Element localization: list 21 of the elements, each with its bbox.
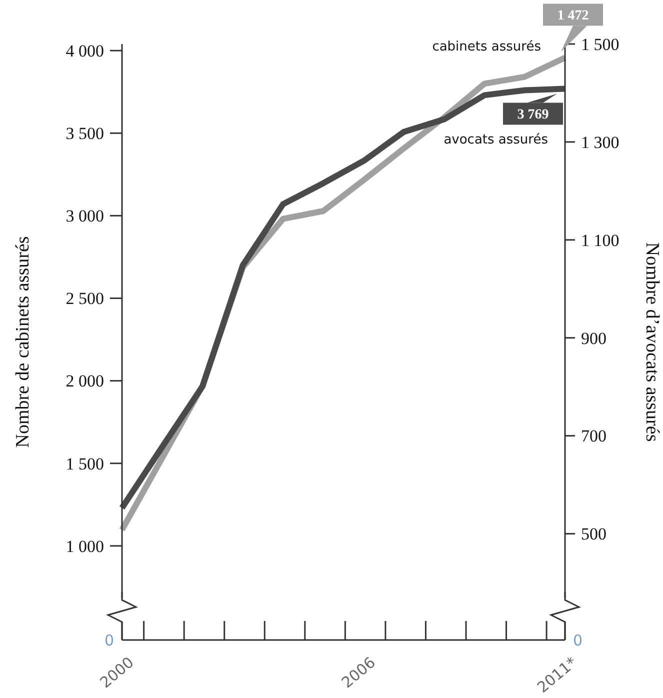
y2-tick-label: 700: [581, 426, 606, 446]
y2-tick-label: 1 100: [581, 230, 620, 250]
y2-tick-label: 500: [581, 524, 606, 544]
legend-label: cabinets assurés: [432, 40, 542, 55]
y2-tick-label: 1 300: [581, 132, 620, 152]
y2-axis-title: Nombre d’avocats assurés: [641, 242, 662, 442]
y-tick-label: 1 500: [66, 454, 104, 474]
text: 0: [573, 631, 583, 650]
y2-tick-label: 1 500: [581, 34, 620, 54]
y-tick-label: 2 500: [66, 289, 104, 308]
y-tick-label: 4 000: [66, 42, 104, 61]
data-label: 1 472: [557, 8, 589, 24]
series-label: avocats assurés: [444, 132, 548, 148]
y-tick-label: 3 000: [66, 206, 104, 226]
y-tick-label: 2 000: [66, 372, 104, 391]
y-tick-label: 3 500: [66, 124, 104, 144]
y-axis-title: Nombre de cabinets assurés: [12, 236, 34, 448]
data-label: 3 769: [517, 108, 549, 123]
text: 0: [104, 631, 114, 650]
y-tick-label: 1 000: [66, 536, 104, 556]
y2-tick-label: 900: [581, 328, 606, 348]
